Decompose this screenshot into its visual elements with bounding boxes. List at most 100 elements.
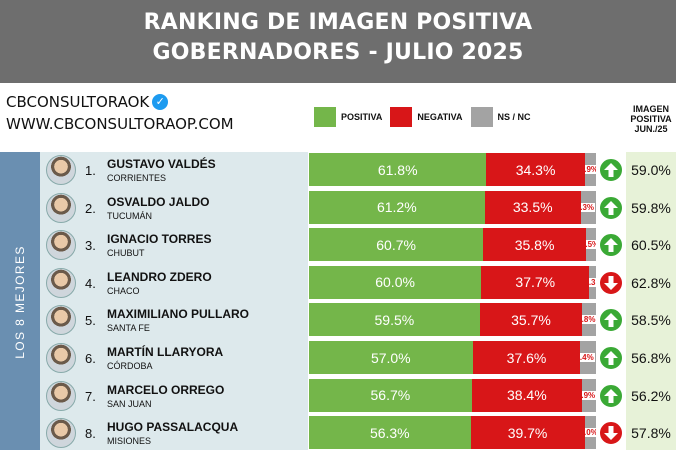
arrow-up-icon [598,157,624,183]
bar-negativa-label: 35.8% [514,236,555,253]
legend-item-positiva: POSITIVA [314,107,382,127]
governor-name: MAXIMILIANO PULLARO [107,307,249,322]
bar-negativa: 35.7% [479,303,583,337]
stacked-bar: 57.0% 37.6% 5.4% [309,341,596,374]
side-band: LOS 8 MEJORES [0,152,40,450]
brand-block: CBCONSULTORAOK ✓ WWW.CBCONSULTORAOP.COM [6,93,234,133]
bar-positiva: 59.5% [309,303,480,337]
bar-negativa: 39.7% [470,416,585,450]
names-panel [40,152,308,450]
page-title: RANKING DE IMAGEN POSITIVA [143,10,533,35]
table-row: 6. MARTÍN LLARYORA CÓRDOBA 57.0% 37.6% 5.4% 56… [0,340,676,377]
june-column-header: IMAGEN POSITIVA JUN./25 [626,104,676,134]
legend-label-nsnc: NS / NC [497,112,531,122]
legend-swatch-positiva [314,107,336,127]
bar-negativa-label: 38.4% [506,387,547,404]
bar-nsnc: 5.3% [580,190,596,224]
arrow-up-icon [598,382,624,409]
governor-name: GUSTAVO VALDÉS [107,157,216,171]
arrow-up-icon [598,345,624,371]
governor-name: MARTÍN LLARYORA [107,345,224,359]
province-name: CHUBUT [107,248,145,259]
brand-handle: CBCONSULTORAOK ✓ [6,93,234,111]
governor-name: LEANDRO ZDERO [107,269,212,284]
arrow-down-icon [598,420,624,447]
june-header-line: JUN./25 [634,124,668,134]
stacked-bar: 60.7% 35.8% 3.5% [309,228,596,262]
june-value: 62.8% [631,274,671,291]
bar-nsnc: 5.4% [580,341,596,374]
bar-positiva-label: 61.2% [376,199,417,216]
province-name: SAN JUAN [107,398,152,409]
bar-positiva: 57.0% [309,341,473,374]
legend-label-negativa: NEGATIVA [417,112,463,122]
rank-number: 5. [85,313,96,329]
june-header-line: POSITIVA [630,114,672,124]
june-value: 57.8% [631,425,671,442]
rank-number: 7. [85,388,96,404]
governor-name: MARCELO ORREGO [107,382,225,397]
bar-positiva: 56.3% [309,416,471,450]
avatar [46,230,76,261]
avatar [46,305,76,336]
page-subtitle: GOBERNADORES - JULIO 2025 [152,40,524,65]
bar-positiva-label: 59.5% [374,311,415,328]
bar-negativa-label: 37.6% [506,349,547,366]
rank-number: 3. [85,238,96,254]
june-header-line: IMAGEN [633,104,669,114]
rank-number: 2. [85,200,96,216]
legend-item-negativa: NEGATIVA [390,107,463,127]
bar-negativa-label: 39.7% [507,424,548,441]
bar-nsnc-label: 4.0% [584,428,596,438]
june-panel [626,152,676,450]
avatar [46,418,76,449]
avatar [46,192,76,223]
arrow-up-icon [598,232,624,259]
rank-number: 8. [85,426,96,442]
bar-negativa: 35.8% [483,228,586,262]
stacked-bar: 61.8% 34.3% 3.9% [309,153,596,186]
bar-positiva-label: 61.8% [377,161,418,178]
stacked-bar: 56.3% 39.7% 4.0% [309,416,596,450]
arrow-down-icon [598,269,624,296]
bar-positiva-label: 60.0% [375,274,415,291]
rank-number: 6. [85,351,96,366]
avatar [46,380,76,411]
bar-positiva-label: 57.0% [370,349,411,366]
rank-number: 4. [85,275,96,291]
header-banner: RANKING DE IMAGEN POSITIVA GOBERNADORES … [0,0,676,83]
arrow-up-icon [598,307,624,334]
bar-negativa-label: 33.5% [512,199,553,216]
province-name: CÓRDOBA [107,361,153,371]
province-name: MISIONES [107,436,152,447]
bar-nsnc: 4.9% [581,378,596,412]
bar-nsnc: 4.0% [584,416,596,450]
province-name: CHACO [107,285,140,296]
arrow-up-icon [598,194,624,221]
stacked-bar: 56.7% 38.4% 4.9% [309,378,596,412]
bar-nsnc-label: 2.3 [589,277,596,287]
bar-nsnc-label: 5.4% [580,353,595,362]
bar-nsnc-label: 3.5% [585,240,596,250]
table-row: 1. GUSTAVO VALDÉS CORRIENTES 61.8% 34.3% 3.9%… [0,152,676,189]
province-name: TUCUMÁN [107,210,152,221]
bar-negativa: 33.5% [484,190,581,224]
stacked-bar: 60.0% 37.7% 2.3 [309,265,596,299]
bar-nsnc: 4.8% [582,303,596,337]
bar-nsnc-label: 4.9% [581,390,596,400]
june-value: 60.5% [631,237,671,254]
bar-positiva-label: 56.7% [370,387,411,404]
verified-icon: ✓ [152,94,169,110]
bar-negativa-label: 35.7% [511,311,551,328]
avatar [46,343,76,373]
bar-negativa: 38.4% [471,378,582,412]
province-name: CORRIENTES [107,173,167,183]
bar-nsnc: 2.3 [589,265,596,299]
governor-name: HUGO PASSALACQUA [107,420,239,435]
governor-name: IGNACIO TORRES [107,232,212,247]
bar-negativa: 37.7% [481,265,590,299]
